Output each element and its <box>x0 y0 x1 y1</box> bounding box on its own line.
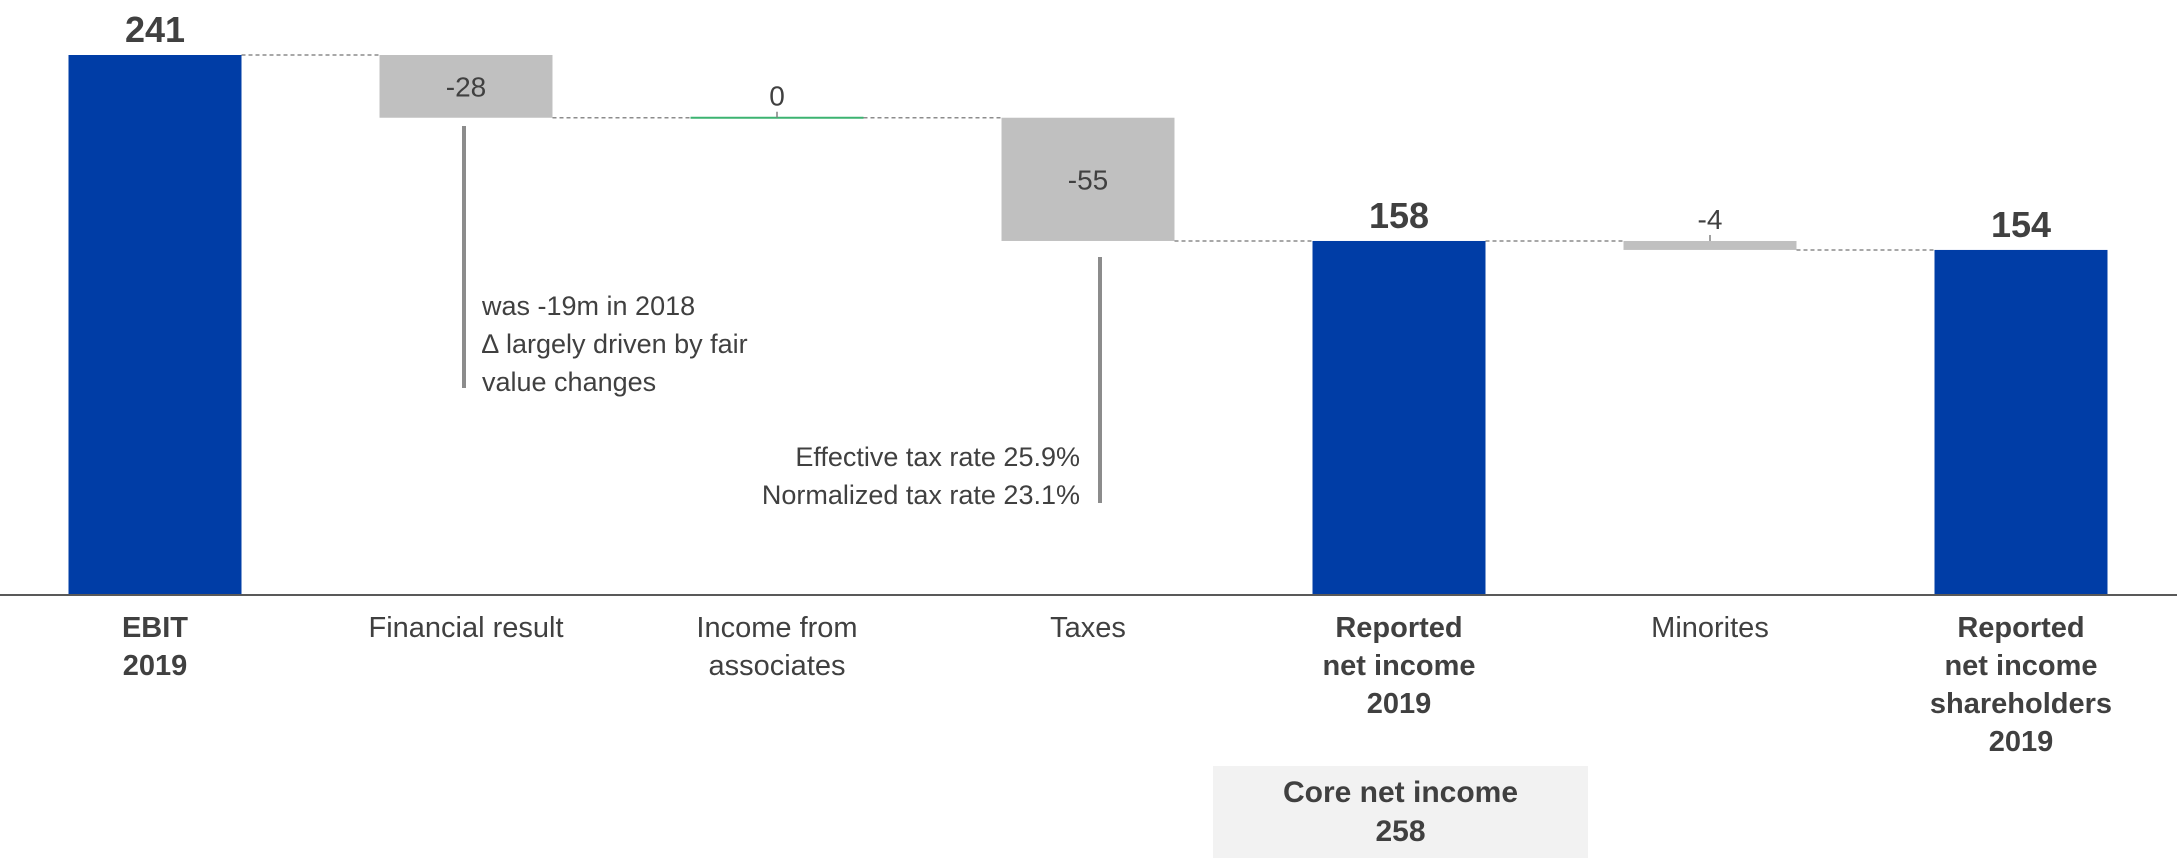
taxes-annotation: Effective tax rate 25.9% Normalized tax … <box>680 438 1080 514</box>
category-label: Reported <box>1335 612 1462 644</box>
category-label: Minorites <box>1651 612 1769 644</box>
annotation-line: Normalized tax rate 23.1% <box>761 480 1080 510</box>
annotation-line: was -19m in 2018 <box>482 291 696 321</box>
bar-value-label: 0 <box>769 81 785 112</box>
category-label: associates <box>708 650 845 682</box>
annotation-line: Effective tax rate 25.9% <box>795 442 1080 472</box>
category-label: shareholders <box>1930 688 2112 720</box>
category-label: net income <box>1322 650 1475 682</box>
core-net-income-title: Core net income <box>1282 776 1519 809</box>
financial-result-annotation: was -19m in 2018 ∆ largely driven by fai… <box>482 287 748 401</box>
category-label: 2019 <box>123 650 188 682</box>
total-bar <box>1934 249 2108 596</box>
category-label: Reported <box>1957 612 2084 644</box>
delta-bar <box>1623 240 1797 250</box>
bar-value-label: 158 <box>1369 195 1429 236</box>
category-label: 2019 <box>1989 726 2054 758</box>
total-bar <box>68 55 242 595</box>
bar-value-label: 154 <box>1991 204 2051 245</box>
core-net-income-value: 258 <box>1375 815 1426 848</box>
annotation-line: ∆ largely driven by fair <box>482 329 748 359</box>
bar-value-label: -28 <box>446 71 486 102</box>
core-net-income-box: Core net income 258 <box>1213 766 1588 858</box>
category-label: Financial result <box>368 612 563 644</box>
bar-value-label: 241 <box>125 9 185 50</box>
category-label: 2019 <box>1367 688 1432 720</box>
annotation-line: value changes <box>482 367 657 397</box>
category-label: EBIT <box>122 612 188 644</box>
category-label: Income from <box>696 612 857 644</box>
bar-value-label: -4 <box>1698 204 1723 235</box>
category-label: Taxes <box>1050 612 1126 644</box>
delta-bar <box>379 55 553 118</box>
category-label: net income <box>1944 650 2097 682</box>
total-bar <box>1312 240 1486 595</box>
bar-value-label: -55 <box>1068 164 1108 195</box>
delta-bar <box>1001 117 1175 241</box>
